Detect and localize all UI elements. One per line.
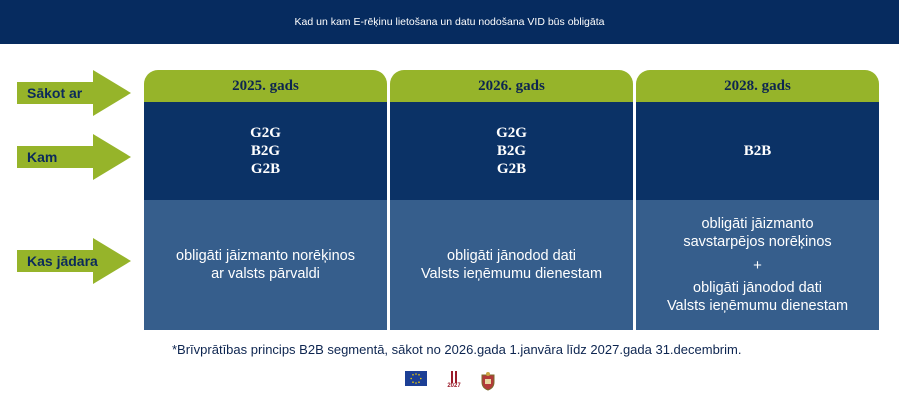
column-year: 2026. gads [390, 70, 633, 102]
what-cell: obligāti jāizmanto savstarpējos norēķino… [636, 200, 879, 330]
row-label-start: Sākot ar [27, 85, 83, 101]
year-mark: 2027 [447, 383, 461, 389]
column-year: 2025. gads [144, 70, 387, 102]
what-line: savstarpējos norēķinos [683, 234, 832, 250]
row-label-what: Kas jādara [27, 253, 98, 269]
column-2025: 2025. gads G2G B2G G2B obligāti jāizmant… [144, 70, 387, 330]
arrow-right-icon [17, 134, 131, 180]
whom-item: B2B [743, 143, 772, 159]
year-label: 2026. gads [478, 77, 545, 94]
what-cell: obligāti jāizmanto norēķinos ar valsts p… [144, 200, 387, 330]
what-line: obligāti jānodod dati [693, 280, 822, 296]
whom-item: G2G [250, 125, 281, 141]
what-line: obligāti jāizmanto [701, 216, 814, 232]
whom-cell: G2G B2G G2B [144, 102, 387, 200]
what-line: Valsts ieņēmumu dienestam [420, 266, 603, 282]
what-line: Valsts ieņēmumu dienestam [666, 298, 849, 314]
coat-of-arms-icon [479, 371, 497, 393]
page-title: Kad un kam E-rēķinu lietošana un datu no… [294, 16, 605, 28]
page-header: Kad un kam E-rēķinu lietošana un datu no… [0, 0, 899, 44]
eu-flag-icon [403, 371, 429, 395]
arrow-what: Kas jādara [17, 238, 131, 284]
year-label: 2028. gads [724, 77, 791, 94]
arrow-right-icon [17, 238, 131, 284]
arrow-right-icon [17, 70, 131, 116]
year-label: 2025. gads [232, 77, 299, 94]
what-cell: obligāti jānodod dati Valsts ieņēmumu di… [390, 200, 633, 330]
what-line: ar valsts pārvaldi [211, 266, 320, 282]
plus-sign: + [753, 257, 762, 274]
arrow-start: Sākot ar [17, 70, 131, 116]
what-line: obligāti jāizmanto norēķinos [176, 248, 355, 264]
column-year: 2028. gads [636, 70, 879, 102]
whom-item: B2G [250, 143, 281, 159]
column-2026: 2026. gads G2G B2G G2B obligāti jānodod … [390, 70, 633, 330]
whom-cell: G2G B2G G2B [390, 102, 633, 200]
whom-item: G2B [250, 161, 281, 177]
column-2028: 2028. gads B2B obligāti jāizmanto savsta… [636, 70, 879, 330]
whom-item: G2G [496, 125, 527, 141]
whom-item: B2G [496, 143, 527, 159]
year-2027-logo: 2027 [443, 371, 465, 395]
footnote: *Brīvprātības princips B2B segmentā, sāk… [172, 342, 742, 357]
whom-item: G2B [496, 161, 527, 177]
what-line: obligāti jānodod dati [447, 248, 576, 264]
whom-cell: B2B [636, 102, 879, 200]
row-label-whom: Kam [27, 149, 58, 165]
arrow-whom: Kam [17, 134, 131, 180]
logo-row: 2027 [403, 371, 497, 395]
